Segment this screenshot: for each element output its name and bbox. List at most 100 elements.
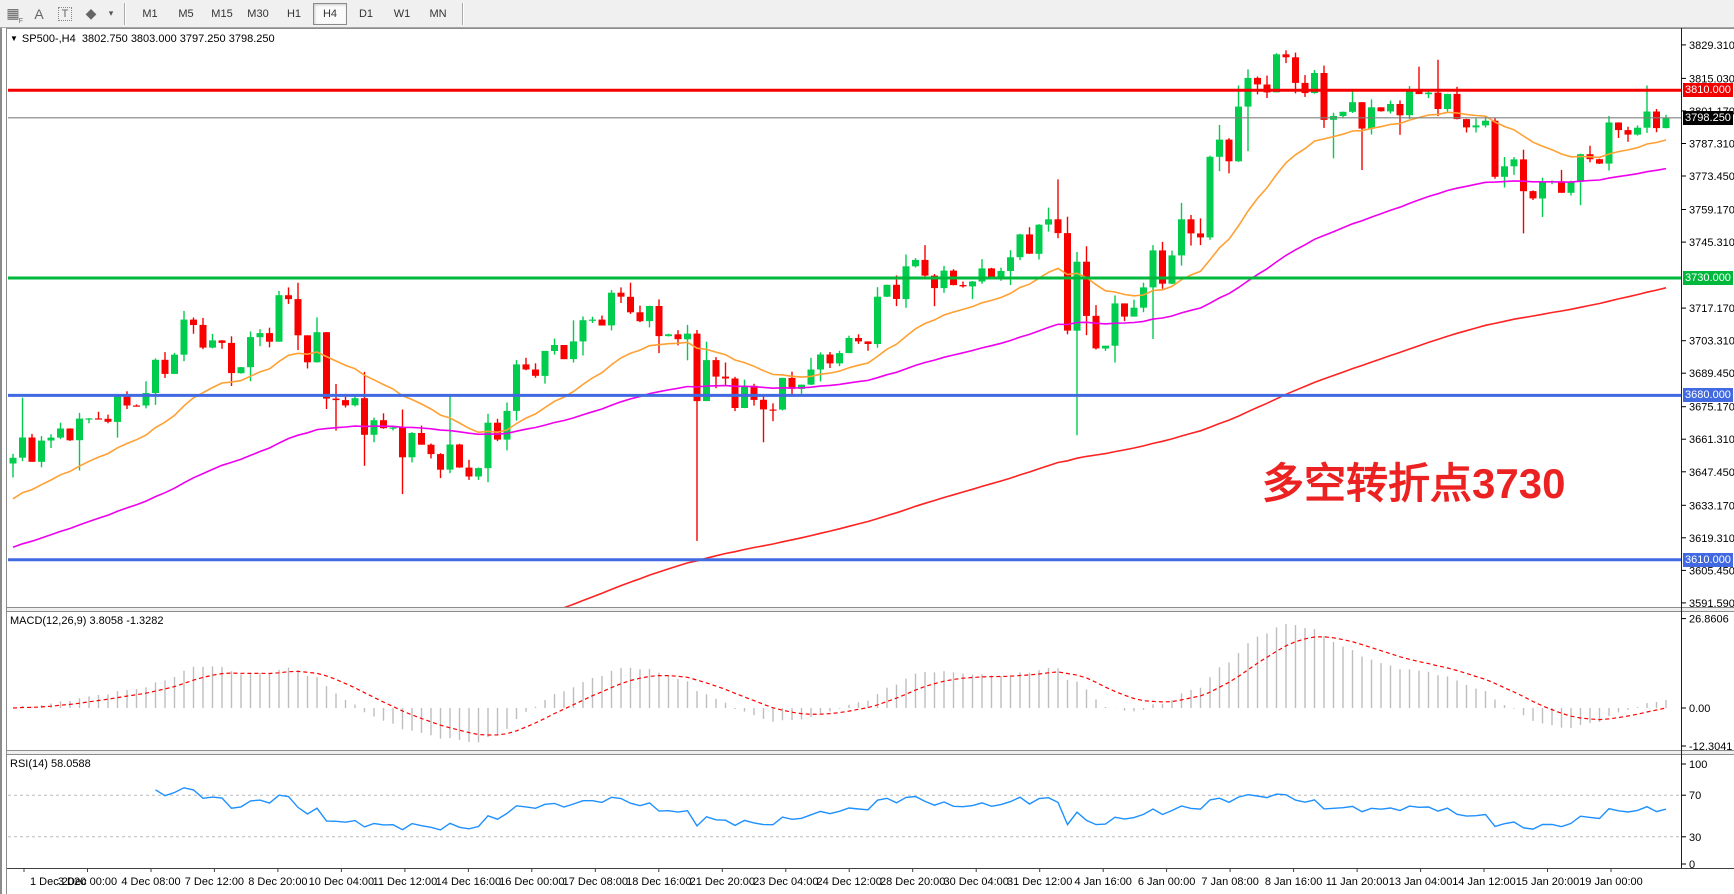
svg-text:4 Dec 08:00: 4 Dec 08:00 [121,876,180,888]
price-badge-3730.000: 3730.000 [1683,271,1733,285]
svg-text:1 Dec 2020: 1 Dec 2020 [30,876,86,888]
shapes-tool-icon[interactable]: ◆ [85,5,97,21]
timeframe-button-M30[interactable]: M30 [247,7,269,20]
svg-text:14 Jan 12:00: 14 Jan 12:00 [1452,876,1516,888]
svg-text:18 Dec 16:00: 18 Dec 16:00 [626,876,691,888]
price-badge-3610.000: 3610.000 [1683,553,1733,567]
toolbar-separator [124,2,126,25]
svg-text:7 Dec 12:00: 7 Dec 12:00 [185,876,244,888]
timeframe-button-M1[interactable]: M1 [142,7,158,20]
svg-text:3829.310: 3829.310 [1689,40,1734,52]
timeframe-button-D1[interactable]: D1 [358,7,374,20]
svg-text:3633.170: 3633.170 [1689,500,1734,512]
svg-text:26.8606: 26.8606 [1689,614,1729,626]
timeframe-button-M5[interactable]: M5 [178,7,194,20]
rsi-title: RSI(14) [10,758,48,770]
svg-text:-12.3041: -12.3041 [1689,741,1732,753]
svg-text:0: 0 [1689,859,1695,871]
shapes-dropdown-caret-icon[interactable]: ▾ [108,8,114,18]
rsi-indicator-label: RSI(14) 58.0588 [10,758,91,770]
svg-text:3773.450: 3773.450 [1689,171,1734,183]
timeframe-group: M1 M5 M15 M30 H1 H4 D1 W1 MN [132,2,456,25]
toolbar-separator [462,2,464,25]
svg-text:3 Dec 00:00: 3 Dec 00:00 [58,876,117,888]
svg-text:15 Jan 20:00: 15 Jan 20:00 [1516,876,1580,888]
timeframe-button-W1[interactable]: W1 [393,7,411,20]
macd-panel [12,623,1667,743]
symbol-ohlc-bar: ▼ SP500-,H4 3802.750 3803.000 3797.250 37… [10,33,275,45]
rsi-line [155,787,1667,831]
svg-text:0.00: 0.00 [1689,703,1710,715]
svg-text:4 Jan 16:00: 4 Jan 16:00 [1074,876,1132,888]
svg-text:6 Jan 00:00: 6 Jan 00:00 [1138,876,1196,888]
svg-text:8 Dec 20:00: 8 Dec 20:00 [248,876,307,888]
timeframe-button-M15[interactable]: M15 [211,7,233,20]
ohlc-high: 3803.000 [130,33,177,45]
svg-text:3703.310: 3703.310 [1689,336,1734,348]
timeframe-button-H1[interactable]: H1 [286,7,302,20]
macd-indicator-label: MACD(12,26,9) 3.8058 -1.3282 [10,615,164,627]
svg-text:17 Dec 08:00: 17 Dec 08:00 [563,876,628,888]
svg-text:23 Dec 04:00: 23 Dec 04:00 [753,876,818,888]
svg-text:30 Dec 04:00: 30 Dec 04:00 [943,876,1008,888]
svg-text:31 Dec 12:00: 31 Dec 12:00 [1007,876,1072,888]
svg-text:3717.170: 3717.170 [1689,303,1734,315]
ma-slow-line [563,287,1667,607]
svg-text:3689.450: 3689.450 [1689,368,1734,380]
svg-text:11 Dec 12:00: 11 Dec 12:00 [373,876,438,888]
symbol-name: SP500-,H4 [21,33,76,45]
svg-text:13 Jan 04:00: 13 Jan 04:00 [1389,876,1453,888]
macd-value: 3.8058 [89,615,124,627]
ma-fast-line [12,111,1667,500]
timeframe-button-H4[interactable]: H4 [313,2,347,25]
svg-text:10 Dec 04:00: 10 Dec 04:00 [309,876,374,888]
text-label-icon[interactable]: A [34,5,44,22]
svg-text:3745.310: 3745.310 [1689,237,1734,249]
ohlc-low: 3797.250 [179,33,226,45]
svg-text:3605.450: 3605.450 [1689,565,1734,577]
ohlc-close: 3798.250 [228,33,275,45]
macd-title: MACD(12,26,9) [10,615,87,627]
svg-text:3591.590: 3591.590 [1689,598,1734,610]
window-left-frame [0,28,7,894]
ohlc-open: 3802.750 [81,33,128,45]
svg-text:24 Dec 12:00: 24 Dec 12:00 [816,876,881,888]
svg-text:3619.310: 3619.310 [1689,533,1734,545]
macd-signal-line [12,636,1667,736]
price-badge-3680.000: 3680.000 [1683,388,1733,402]
symbol-collapse-icon[interactable]: ▼ [10,34,18,43]
price-axis: 3829.3103815.0303801.1703787.3103773.450… [1681,40,1734,871]
svg-text:3647.450: 3647.450 [1689,467,1734,479]
svg-text:28 Dec 20:00: 28 Dec 20:00 [880,876,945,888]
svg-text:7 Jan 08:00: 7 Jan 08:00 [1201,876,1259,888]
svg-text:3787.310: 3787.310 [1689,139,1734,151]
svg-text:3759.170: 3759.170 [1689,205,1734,217]
text-box-icon[interactable]: T [53,3,77,25]
macd-signal-value: -1.3282 [126,615,164,627]
drawing-tools-group: ▦ F A T ◆ ▾ [0,3,118,25]
svg-text:14 Dec 16:00: 14 Dec 16:00 [436,876,501,888]
price-badge-3798.250: 3798.250 [1683,111,1733,125]
timeframe-button-MN[interactable]: MN [429,7,447,20]
svg-text:19 Jan 00:00: 19 Jan 00:00 [1579,876,1643,888]
svg-text:16 Dec 00:00: 16 Dec 00:00 [499,876,564,888]
svg-text:21 Dec 20:00: 21 Dec 20:00 [690,876,755,888]
ma-mid-line [12,167,1667,549]
candlestick-series [9,50,1670,541]
svg-text:70: 70 [1689,790,1701,802]
svg-text:100: 100 [1689,759,1707,771]
price-badge-3810.000: 3810.000 [1683,83,1733,97]
svg-text:11 Jan 20:00: 11 Jan 20:00 [1326,876,1389,888]
toolbar: ▦ F A T ◆ ▾ M1 M5 M15 M30 H1 H4 D1 W1 MN [0,0,1734,28]
rsi-value: 58.0588 [50,758,91,770]
svg-text:30: 30 [1689,832,1701,844]
svg-text:3661.310: 3661.310 [1689,434,1734,446]
svg-text:3675.170: 3675.170 [1689,402,1734,414]
fibo-grid-icon[interactable]: ▦ F [6,5,23,25]
svg-text:3815.030: 3815.030 [1689,73,1734,85]
chart-text-annotation[interactable]: 多空转折点3730 [1262,460,1566,507]
svg-text:8 Jan 16:00: 8 Jan 16:00 [1265,876,1323,888]
